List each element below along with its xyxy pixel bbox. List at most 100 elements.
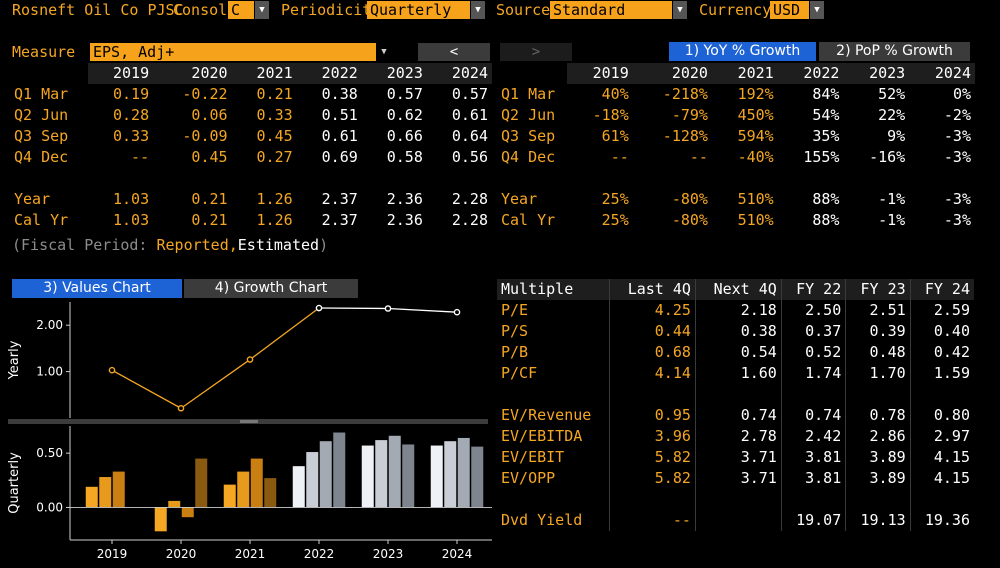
next-period-button[interactable]: > xyxy=(500,43,572,61)
row-label: Q2 Jun xyxy=(501,106,556,124)
tab-values-chart[interactable]: 3) Values Chart xyxy=(12,279,182,298)
column-header: 2020 xyxy=(632,63,712,84)
measure-label: Measure xyxy=(12,43,76,61)
table-header-row: Multiple Last 4Q Next 4Q FY 22 FY 23 FY … xyxy=(497,279,974,300)
table-cell: -2% xyxy=(943,106,971,124)
table-cell: 3.89 xyxy=(845,468,911,489)
row-label: EV/EBITDA xyxy=(497,426,610,447)
table-cell: 0.42 xyxy=(933,343,970,361)
table-row[interactable]: Q2 Jun 0.28 0.06 0.33 0.51 0.62 0.61 xyxy=(10,105,492,126)
row-label: EV/OPP xyxy=(497,468,610,489)
table-cell: 1.03 xyxy=(112,190,150,208)
table-cell: 2.78 xyxy=(695,426,782,447)
quarterly-bar xyxy=(223,484,236,508)
table-cell: 0.61 xyxy=(321,127,358,145)
table-cell: 0.57 xyxy=(451,85,488,103)
periodicity-label: Periodicity xyxy=(281,1,381,19)
table-cell: 2.59 xyxy=(933,301,970,319)
table-cell: 1.60 xyxy=(695,363,782,384)
column-header: 2024 xyxy=(426,63,492,84)
table-row[interactable]: Cal Yr 1.03 0.21 1.26 2.37 2.36 2.28 xyxy=(10,210,492,231)
table-cell: 0.58 xyxy=(386,148,423,166)
measure-value: EPS, Adj+ xyxy=(90,43,376,61)
chevron-down-icon: ▼ xyxy=(255,1,269,19)
table-cell: 0.52 xyxy=(781,342,847,363)
table-row[interactable]: EV/EBIT 5.82 3.71 3.81 3.89 4.15 xyxy=(497,447,974,468)
chevron-down-icon: ▼ xyxy=(810,1,824,19)
row-label: EV/Revenue xyxy=(497,405,610,426)
table-row[interactable]: EV/OPP 5.82 3.71 3.81 3.89 4.15 xyxy=(497,468,974,489)
line-segment xyxy=(387,307,458,313)
row-label: P/B xyxy=(497,342,610,363)
table-cell: -3% xyxy=(943,148,971,166)
currency-dropdown[interactable]: USD ▼ xyxy=(770,1,825,19)
table-cell: 0.45 xyxy=(191,148,228,166)
table-cell: -80% xyxy=(671,190,708,208)
consol-label: Consol xyxy=(173,1,228,19)
table-cell: 40% xyxy=(601,85,629,103)
line-point xyxy=(246,356,254,363)
periodicity-value: Quarterly xyxy=(367,1,470,19)
table-cell: 0.80 xyxy=(933,406,970,424)
column-header: 2022 xyxy=(296,63,362,84)
table-cell: 2.36 xyxy=(386,190,423,208)
table-row[interactable]: Q4 Dec -- -- -40% 155% -16% -3% xyxy=(497,147,975,168)
x-tick-label: 2022 xyxy=(304,547,335,561)
table-cell: 0.44 xyxy=(609,321,696,342)
table-row[interactable]: P/CF 4.14 1.60 1.74 1.70 1.59 xyxy=(497,363,974,384)
quarterly-bar xyxy=(471,446,484,508)
table-cell: 0.39 xyxy=(845,321,911,342)
table-cell: -18% xyxy=(592,106,629,124)
measure-dropdown[interactable]: EPS, Adj+ ▼ xyxy=(90,43,392,61)
line-point xyxy=(315,304,323,312)
table-header-row: 2019 2020 2021 2022 2023 2024 xyxy=(10,63,492,84)
quarterly-bar xyxy=(292,466,305,508)
x-tick-label: 2024 xyxy=(442,547,473,561)
row-label: Q2 Jun xyxy=(14,106,69,124)
row-label: Year xyxy=(501,190,538,208)
table-cell: 0.56 xyxy=(451,148,488,166)
table-row[interactable]: Q3 Sep 61% -128% 594% 35% 9% -3% xyxy=(497,126,975,147)
column-header: Multiple xyxy=(497,279,610,300)
table-cell: -- xyxy=(610,148,629,166)
table-cell: 594% xyxy=(737,127,774,145)
table-cell: 84% xyxy=(812,85,840,103)
table-row[interactable]: Q3 Sep 0.33 -0.09 0.45 0.61 0.66 0.64 xyxy=(10,126,492,147)
column-header: 2022 xyxy=(777,63,844,84)
table-cell: 0.27 xyxy=(256,148,293,166)
quarterly-bar xyxy=(319,441,332,508)
table-cell: -- xyxy=(609,510,696,531)
table-row[interactable]: Q4 Dec -- 0.45 0.27 0.69 0.58 0.56 xyxy=(10,147,492,168)
table-row[interactable]: P/E 4.25 2.18 2.50 2.51 2.59 xyxy=(497,300,974,321)
x-tick-label: 2019 xyxy=(97,547,128,561)
tab-growth-chart[interactable]: 4) Growth Chart xyxy=(184,279,358,298)
periodicity-dropdown[interactable]: Quarterly ▼ xyxy=(367,1,486,19)
column-header: Next 4Q xyxy=(695,279,782,300)
consol-value: C xyxy=(228,1,254,19)
table-cell: 0.95 xyxy=(609,405,696,426)
table-row[interactable]: EV/Revenue 0.95 0.74 0.74 0.78 0.80 xyxy=(497,405,974,426)
source-dropdown[interactable]: Standard ▼ xyxy=(550,1,688,19)
table-row[interactable]: P/B 0.68 0.54 0.52 0.48 0.42 xyxy=(497,342,974,363)
column-header: 2020 xyxy=(153,63,232,84)
table-row[interactable]: Year 1.03 0.21 1.26 2.37 2.36 2.28 xyxy=(10,189,492,210)
table-row[interactable]: Year 25% -80% 510% 88% -1% -3% xyxy=(497,189,975,210)
table-cell: 2.97 xyxy=(933,427,970,445)
consol-dropdown[interactable]: C ▼ xyxy=(228,1,270,19)
table-cell: 0.62 xyxy=(386,106,423,124)
table-row[interactable]: Q2 Jun -18% -79% 450% 54% 22% -2% xyxy=(497,105,975,126)
table-row[interactable]: Q1 Mar 0.19 -0.22 0.21 0.38 0.57 0.57 xyxy=(10,84,492,105)
table-cell: 1.59 xyxy=(933,364,970,382)
tab-pop-growth[interactable]: 2) PoP % Growth xyxy=(819,42,970,61)
table-row[interactable]: P/S 0.44 0.38 0.37 0.39 0.40 xyxy=(497,321,974,342)
growth-table: 2019 2020 2021 2022 2023 2024 Q1 Mar 40%… xyxy=(497,63,975,231)
table-row[interactable]: Q1 Mar 40% -218% 192% 84% 52% 0% xyxy=(497,84,975,105)
prev-period-button[interactable]: < xyxy=(418,43,490,61)
y-tick-label: 2.00 xyxy=(36,318,63,332)
table-row[interactable]: Cal Yr 25% -80% 510% 88% -1% -3% xyxy=(497,210,975,231)
table-cell: 5.82 xyxy=(609,468,696,489)
y-tick-label: 0.00 xyxy=(36,500,63,514)
tab-yoy-growth[interactable]: 1) YoY % Growth xyxy=(669,42,816,61)
table-row[interactable]: EV/EBITDA 3.96 2.78 2.42 2.86 2.97 xyxy=(497,426,974,447)
table-row[interactable]: Dvd Yield -- 19.07 19.13 19.36 xyxy=(497,510,974,531)
